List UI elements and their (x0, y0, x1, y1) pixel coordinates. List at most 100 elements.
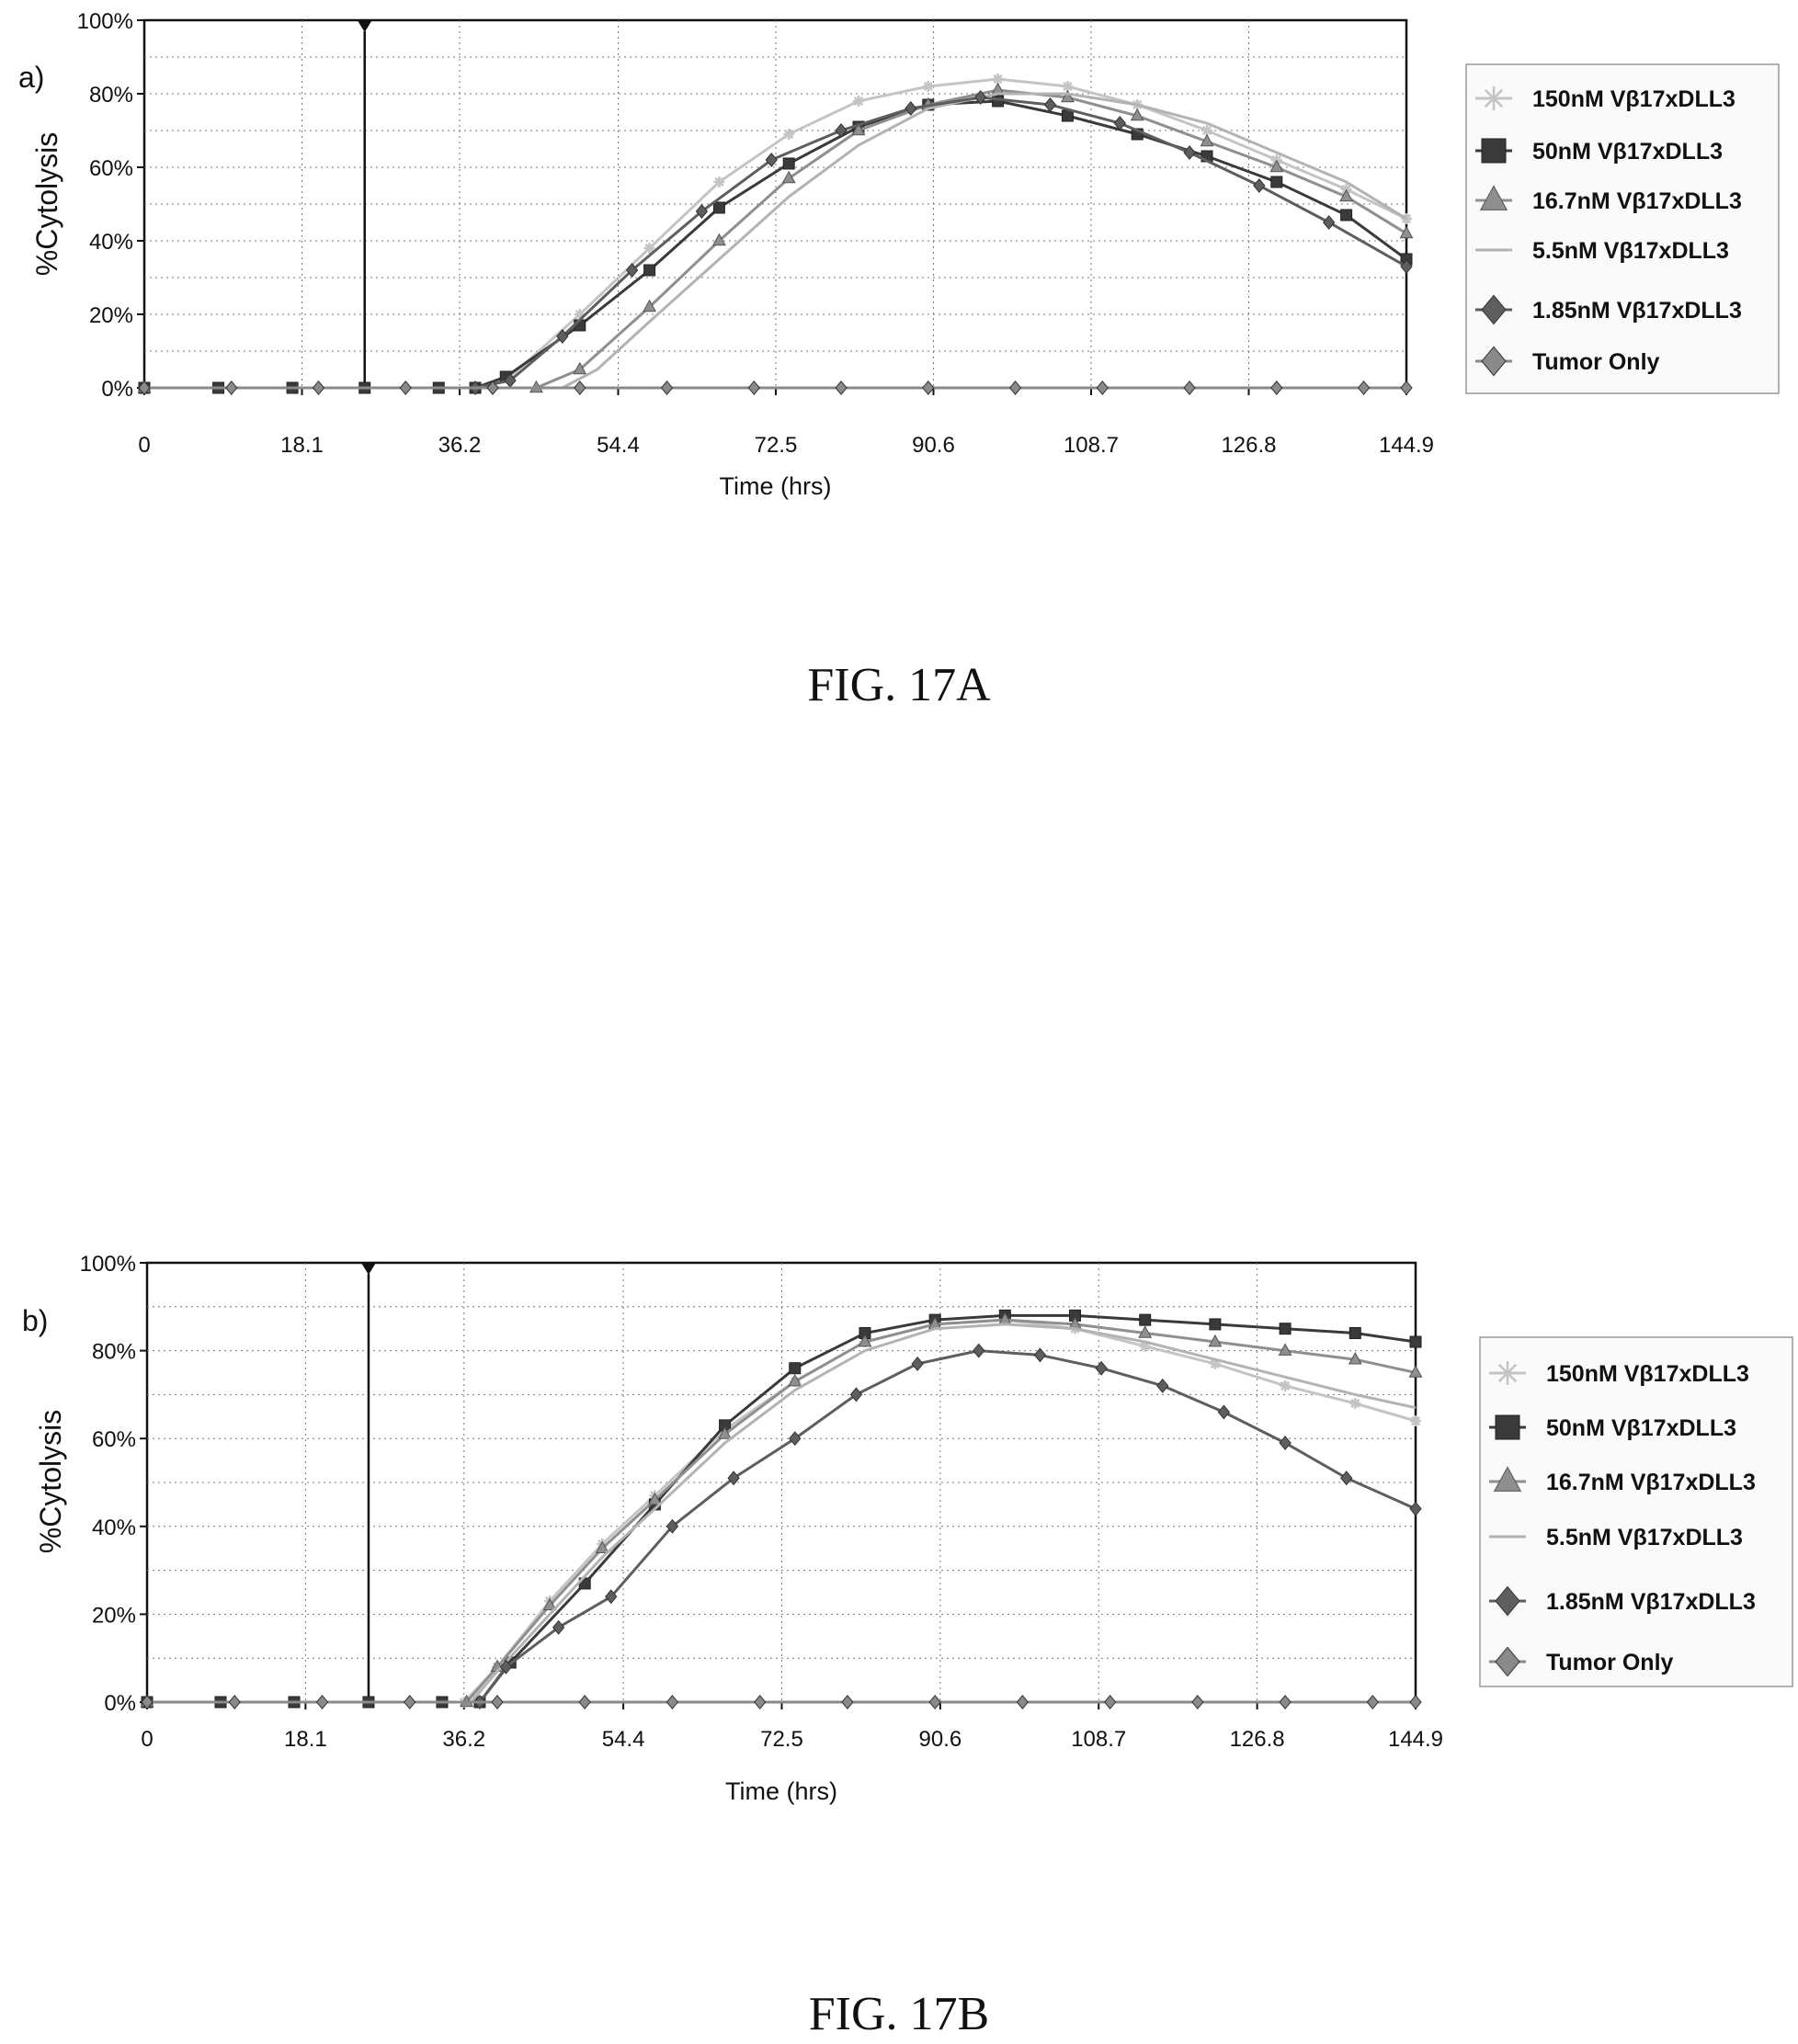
data-point (1348, 1326, 1361, 1339)
legend-swatch-marker (1496, 1361, 1519, 1385)
data-point (1323, 215, 1336, 230)
legend-label: 50nM Vβ17xDLL3 (1546, 1415, 1736, 1441)
legend-swatch-marker (1479, 185, 1508, 210)
data-point (1279, 1695, 1292, 1709)
data-point (849, 1387, 863, 1402)
legend-item: 1.85nM Vβ17xDLL3 (1475, 294, 1742, 325)
data-point (1209, 1318, 1222, 1331)
data-point (1096, 380, 1109, 395)
legend: 150nM Vβ17xDLL3 50nM Vβ17xDLL3 16.7nM Vβ17… (1465, 63, 1780, 394)
data-point (1200, 133, 1214, 147)
data-point (1183, 380, 1196, 395)
data-point (1270, 380, 1283, 395)
data-point (789, 1362, 802, 1375)
legend-swatch-marker (1493, 1466, 1522, 1492)
x-tick-label: 72.5 (755, 433, 798, 458)
data-point (643, 264, 656, 277)
x-tick-label: 0 (138, 433, 150, 458)
data-point (1191, 1695, 1204, 1709)
data-point (1278, 1343, 1292, 1356)
data-point (1409, 1335, 1422, 1348)
data-point (1208, 1334, 1223, 1347)
data-point (595, 1540, 609, 1553)
y-tick-label: 20% (92, 1603, 136, 1628)
legend-swatch-marker (1495, 1646, 1520, 1677)
data-point (573, 361, 587, 375)
legend-label: 1.85nM Vβ17xDLL3 (1532, 298, 1742, 324)
data-point (754, 1695, 767, 1709)
data-point (1103, 1695, 1117, 1709)
data-point (727, 1471, 740, 1486)
x-tick-label: 18.1 (284, 1727, 327, 1752)
y-axis-label: %Cytolysis (30, 132, 63, 276)
x-axis-label: Time (hrs) (725, 1777, 837, 1805)
data-point (1408, 1365, 1423, 1378)
data-point (1409, 1695, 1422, 1709)
data-point (574, 380, 586, 395)
legend-swatch-marker (1495, 1585, 1520, 1617)
data-point (1357, 380, 1371, 395)
chart-panel-b: 0% 20% 40% 60% 80% 100% 0 18.1 36.2 54.4 72.5 90.6 1… (22, 1252, 1793, 1805)
data-point (841, 1695, 854, 1709)
x-tick-label: 72.5 (760, 1727, 803, 1752)
legend-item: 16.7nM Vβ17xDLL3 (1489, 1466, 1756, 1495)
data-point (789, 1431, 802, 1447)
y-tick-label: 20% (89, 303, 133, 328)
data-point (666, 1695, 679, 1709)
data-point (713, 176, 725, 187)
x-tick-label: 108.7 (1064, 433, 1119, 458)
data-point (578, 1695, 591, 1709)
data-point (556, 329, 569, 344)
data-point (1279, 1323, 1292, 1335)
series-tumor-only (141, 1695, 1422, 1709)
data-point (1270, 176, 1283, 188)
data-point (922, 81, 934, 92)
legend-item: 150nM Vβ17xDLL3 (1489, 1361, 1749, 1387)
data-point (625, 263, 639, 278)
series-16-7nm-v-17xdll3 (140, 1312, 1423, 1708)
data-point (1138, 1325, 1153, 1338)
event-marker-triangle (360, 1263, 376, 1275)
series-1-85nm-v-17xdll3 (138, 90, 1413, 395)
data-point (312, 380, 325, 395)
legend-box (1479, 1336, 1793, 1687)
y-axis-label: %Cytolysis (34, 1410, 67, 1553)
legend-label: 5.5nM Vβ17xDLL3 (1532, 238, 1729, 264)
data-point (835, 123, 848, 138)
data-point (647, 1492, 662, 1505)
legend-item: 50nM Vβ17xDLL3 (1475, 138, 1723, 165)
legend-item: Tumor Only (1489, 1646, 1674, 1677)
legend-item: 16.7nM Vβ17xDLL3 (1475, 185, 1742, 214)
data-point (992, 95, 1005, 108)
x-tick-label: 144.9 (1379, 433, 1434, 458)
legend-label: 150nM Vβ17xDLL3 (1532, 86, 1735, 112)
legend-item: 150nM Vβ17xDLL3 (1475, 86, 1735, 112)
x-tick-label: 36.2 (438, 433, 482, 458)
legend-swatch-marker (1482, 86, 1506, 110)
legend-item: Tumor Only (1475, 346, 1660, 377)
data-point (1253, 178, 1266, 193)
legend-label: 16.7nM Vβ17xDLL3 (1532, 188, 1742, 214)
x-tick-label: 18.1 (280, 433, 324, 458)
data-point (399, 380, 412, 395)
data-point (695, 204, 709, 219)
y-tick-label: 100% (80, 1252, 136, 1277)
legend-item: 5.5nM Vβ17xDLL3 (1489, 1525, 1743, 1550)
legend-swatch-marker (1481, 138, 1507, 164)
y-tick-label: 100% (77, 9, 133, 34)
data-point (1217, 1404, 1231, 1420)
x-tick-label: 90.6 (918, 1727, 962, 1752)
x-tick-label: 54.4 (597, 433, 640, 458)
legend-item: 50nM Vβ17xDLL3 (1489, 1414, 1736, 1441)
series-line (147, 1349, 1417, 1704)
data-point (141, 1695, 154, 1709)
event-marker-triangle (357, 20, 372, 32)
data-point (1340, 1471, 1353, 1486)
panel-label: a) (18, 61, 44, 94)
data-point (835, 380, 848, 395)
data-point (499, 1659, 513, 1675)
panel-label: b) (22, 1304, 48, 1337)
data-point (858, 1334, 872, 1347)
data-point (542, 1597, 557, 1611)
